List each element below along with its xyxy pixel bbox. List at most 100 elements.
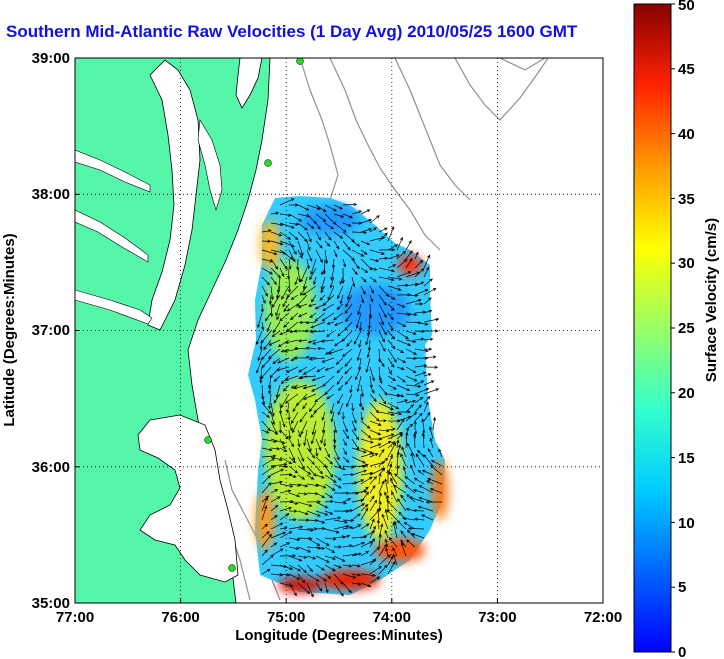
velocity-arrow xyxy=(283,321,290,328)
velocity-arrow xyxy=(347,285,353,301)
velocity-arrow xyxy=(378,384,388,396)
velocity-arrow xyxy=(351,456,366,464)
colorbar-gradient xyxy=(633,3,672,653)
velocity-arrow xyxy=(421,514,434,521)
velocity-arrow xyxy=(354,366,362,381)
velocity-arrow xyxy=(427,448,434,458)
velocity-arrow xyxy=(369,518,375,530)
velocity-arrow xyxy=(329,276,335,289)
velocity-arrow xyxy=(270,429,279,435)
velocity-arrow xyxy=(306,465,317,477)
velocity-arrow xyxy=(342,573,357,579)
y-axis-ticks: 39:00 38:00 37:00 36:00 35:00 xyxy=(32,50,70,612)
velocity-arrow xyxy=(432,416,437,431)
velocity-arrow xyxy=(387,285,402,291)
velocity-arrow xyxy=(266,321,272,333)
velocity-arrow xyxy=(351,469,368,476)
velocity-arrow xyxy=(369,276,377,283)
velocity-arrow xyxy=(344,321,353,331)
velocity-arrow xyxy=(279,267,285,278)
velocity-arrow xyxy=(342,564,353,568)
velocity-arrow xyxy=(298,320,308,324)
colorbar-tick-label: 50 xyxy=(678,0,695,14)
velocity-arrow xyxy=(378,256,389,260)
velocity-arrow xyxy=(288,525,304,530)
velocity-arrow xyxy=(315,483,327,489)
velocity-arrow xyxy=(261,447,273,452)
velocity-arrow xyxy=(423,254,431,269)
velocity-arrow xyxy=(288,509,298,513)
velocity-arrow xyxy=(268,384,272,395)
velocity-arrow xyxy=(279,447,288,452)
velocity-arrow xyxy=(369,294,374,303)
velocity-arrow xyxy=(297,546,312,553)
velocity-arrow xyxy=(423,278,433,287)
velocity-arrow xyxy=(396,410,412,414)
velocity-arrow xyxy=(406,529,416,539)
velocity-arrow xyxy=(414,412,423,422)
velocity-arrow xyxy=(342,582,352,594)
velocity-arrow xyxy=(315,474,325,479)
velocity-arrow xyxy=(261,533,272,548)
velocity-arrow xyxy=(261,505,268,521)
velocity-arrow xyxy=(288,474,297,478)
velocity-arrow xyxy=(405,399,417,404)
velocity-arrow xyxy=(369,384,375,394)
velocity-arrow xyxy=(297,339,308,343)
velocity-arrow xyxy=(417,505,434,512)
velocity-arrow xyxy=(342,240,351,251)
velocity-arrow xyxy=(412,432,417,449)
velocity-arrow xyxy=(288,564,302,572)
velocity-arrow xyxy=(315,564,325,571)
velocity-arrow xyxy=(270,522,284,530)
velocity-arrow xyxy=(396,384,411,392)
velocity-arrow xyxy=(288,537,301,542)
velocity-arrow xyxy=(297,528,314,532)
velocity-arrow xyxy=(413,517,425,521)
velocity-arrow xyxy=(429,488,443,494)
velocity-arrow xyxy=(360,476,373,485)
velocity-arrow xyxy=(279,564,294,570)
velocity-arrow xyxy=(378,440,392,449)
velocity-arrow xyxy=(430,464,443,476)
velocity-arrow xyxy=(270,489,279,494)
velocity-arrow xyxy=(279,231,292,240)
velocity-arrow xyxy=(378,227,388,233)
velocity-arrow xyxy=(309,267,317,281)
velocity-arrow xyxy=(315,582,323,592)
velocity-arrow xyxy=(426,480,434,485)
velocity-arrow xyxy=(423,388,440,395)
velocity-arrow xyxy=(414,387,430,395)
velocity-arrow xyxy=(429,437,434,449)
y-tick-label: 36:00 xyxy=(32,459,70,476)
velocity-arrow xyxy=(405,330,417,335)
velocity-arrow xyxy=(387,330,396,340)
velocity-arrow xyxy=(341,411,345,421)
velocity-arrow xyxy=(272,357,281,365)
velocity-arrow xyxy=(288,582,297,597)
velocity-arrow xyxy=(387,294,396,300)
velocity-arrow xyxy=(270,285,274,301)
velocity-arrow xyxy=(324,204,337,212)
velocity-arrow xyxy=(279,506,293,512)
velocity-arrow xyxy=(261,229,272,233)
velocity-arrow xyxy=(315,240,323,249)
velocity-arrow xyxy=(387,561,396,575)
velocity-arrow xyxy=(337,393,344,405)
velocity-arrow xyxy=(397,498,407,512)
velocity-arrow xyxy=(297,303,308,308)
velocity-arrow xyxy=(303,429,308,447)
velocity-arrow xyxy=(297,555,308,559)
velocity-arrow xyxy=(430,460,443,467)
velocity-arrow xyxy=(414,251,419,260)
velocity-arrow xyxy=(378,312,385,326)
velocity-arrow xyxy=(299,411,308,423)
velocity-arrow xyxy=(288,249,296,263)
velocity-arrow xyxy=(396,271,412,278)
velocity-arrow xyxy=(384,478,389,494)
velocity-arrow xyxy=(324,222,334,230)
velocity-arrow xyxy=(411,533,425,539)
velocity-arrow xyxy=(270,211,280,215)
velocity-arrow xyxy=(355,312,362,329)
velocity-arrow xyxy=(378,321,387,336)
